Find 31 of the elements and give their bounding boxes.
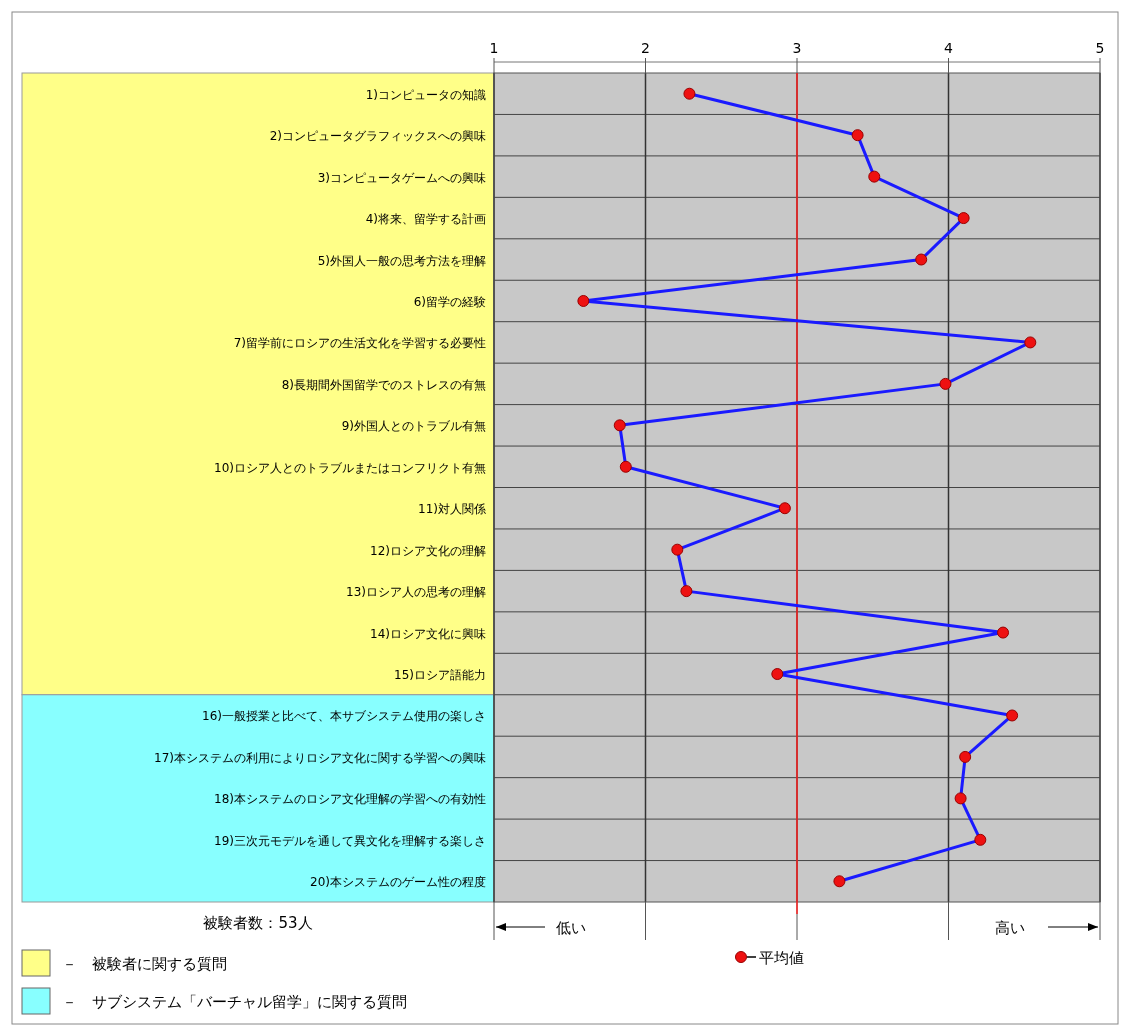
text: 低い	[556, 919, 586, 937]
y-tick-label: 10)ロシア人とのトラブルまたはコンフリクト有無	[214, 460, 486, 475]
y-tick-label: 3)コンピュータゲームへの興味	[317, 170, 486, 185]
y-tick-label: 14)ロシア文化に興味	[370, 626, 486, 641]
x-tick-label: 4	[944, 40, 954, 56]
legend-label: 平均値	[759, 949, 804, 967]
y-tick-label: 20)本システムのゲーム性の程度	[310, 875, 486, 890]
y-tick-label: 12)ロシア文化の理解	[370, 543, 486, 558]
x-tick-label: 3	[792, 40, 802, 56]
y-tick-label: 4)将来、留学する計画	[365, 212, 486, 227]
y-tick-label: 15)ロシア語能力	[394, 668, 486, 683]
x-tick-label: 2	[641, 40, 650, 56]
y-tick-label: 17)本システムの利用によりロシア文化に関する学習への興味	[154, 750, 486, 765]
y-tick-label: 11)対人関係	[418, 502, 486, 517]
y-tick-label: 9)外国人とのトラブル有無	[341, 419, 486, 434]
y-tick-label: 19)三次元モデルを通して異文化を理解する楽しさ	[214, 833, 486, 848]
y-tick-label: 16)一般授業と比べて、本サブシステム使用の楽しさ	[202, 709, 486, 724]
x-tick-label: 5	[1095, 40, 1105, 56]
y-tick-label: 6)留学の経験	[413, 294, 486, 309]
y-tick-label: 2)コンピュータグラフィックスへの興味	[269, 129, 486, 144]
y-tick-label: 18)本システムのロシア文化理解の学習への有効性	[214, 792, 486, 807]
y-tick-label: 8)長期間外国留学でのストレスの有無	[281, 377, 486, 392]
x-tick-label: 1	[489, 40, 499, 56]
y-tick-label: 13)ロシア人の思考の理解	[346, 585, 486, 600]
text: － 被験者に関する質問	[62, 955, 227, 973]
y-tick-label: 7)留学前にロシアの生活文化を学習する必要性	[233, 336, 486, 351]
y-tick-label: 1)コンピュータの知識	[365, 87, 486, 102]
text: － サブシステム「バーチャル留学」に関する質問	[62, 993, 407, 1011]
y-tick-label: 5)外国人一般の思考方法を理解	[317, 253, 486, 268]
text: 被験者数：53人	[203, 914, 313, 932]
text: 高い	[995, 919, 1025, 937]
